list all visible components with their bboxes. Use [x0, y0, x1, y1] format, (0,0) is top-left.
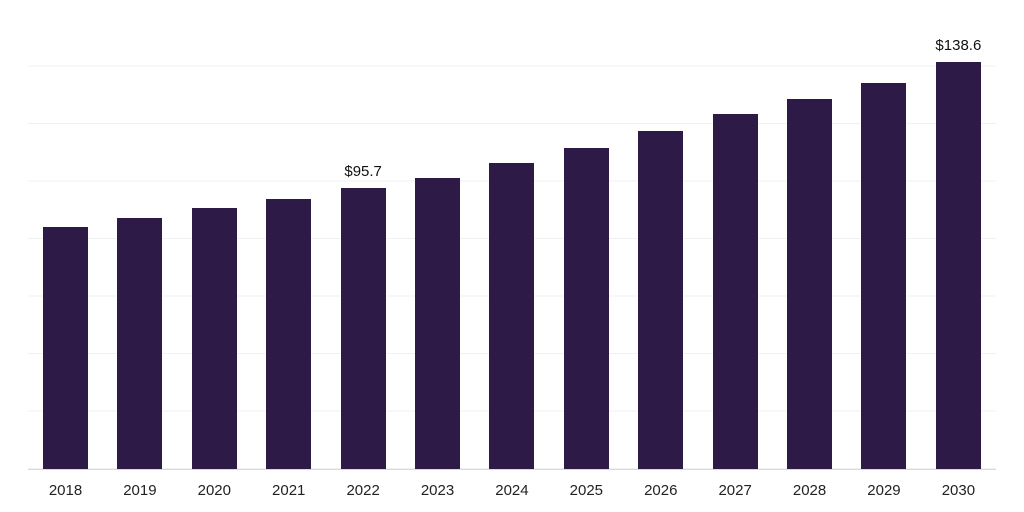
- bar-column: [638, 10, 684, 469]
- bar-2021: [266, 199, 312, 469]
- bar-2029: [861, 83, 907, 469]
- bar-2026: [638, 131, 684, 469]
- bar-2022: [340, 188, 386, 469]
- bars-container: $95.7 $138.6: [28, 10, 996, 469]
- bar-2027: [712, 114, 758, 469]
- bar-column: [117, 10, 163, 469]
- bar-column: [489, 10, 535, 469]
- bar-column: [43, 10, 88, 469]
- x-tick-label: 2029: [867, 482, 901, 499]
- bar-2025: [563, 148, 609, 469]
- bar-2028: [787, 99, 833, 469]
- x-tick-label: 2026: [644, 482, 678, 499]
- bar-column: [191, 10, 237, 469]
- bar-column: [415, 10, 461, 469]
- bar-column: [787, 10, 833, 469]
- bar-column: $95.7: [340, 10, 386, 469]
- x-axis: 2018 2019 2020 2021 2022 2023 2024 2025 2026 2027…: [28, 482, 996, 499]
- x-tick-label: 2030: [941, 482, 976, 499]
- bar-2023: [415, 178, 461, 469]
- bar-column: $138.6: [935, 10, 982, 469]
- x-tick-label: 2022: [346, 482, 380, 499]
- x-tick-label: 2021: [272, 482, 306, 499]
- x-tick-label: 2027: [718, 482, 752, 499]
- value-label: $95.7: [344, 163, 382, 180]
- bar-2018: [43, 227, 88, 469]
- bar-column: [563, 10, 609, 469]
- bar-column: [266, 10, 312, 469]
- bar-column: [712, 10, 758, 469]
- x-tick-label: 2023: [420, 482, 455, 499]
- bar-2030: [935, 62, 981, 469]
- bar-2024: [489, 163, 535, 469]
- x-tick-label: 2025: [569, 482, 604, 499]
- x-tick-label: 2020: [197, 482, 231, 499]
- bar-2020: [191, 208, 237, 469]
- x-tick-label: 2019: [123, 482, 157, 499]
- value-label: $138.6: [935, 37, 982, 54]
- x-tick-label: 2018: [48, 482, 83, 499]
- x-tick-label: 2024: [495, 482, 529, 499]
- bar-2019: [117, 218, 163, 469]
- x-tick-label: 2028: [792, 482, 827, 499]
- bar-column: [861, 10, 907, 469]
- plot-area: $95.7 $138.6: [28, 10, 996, 470]
